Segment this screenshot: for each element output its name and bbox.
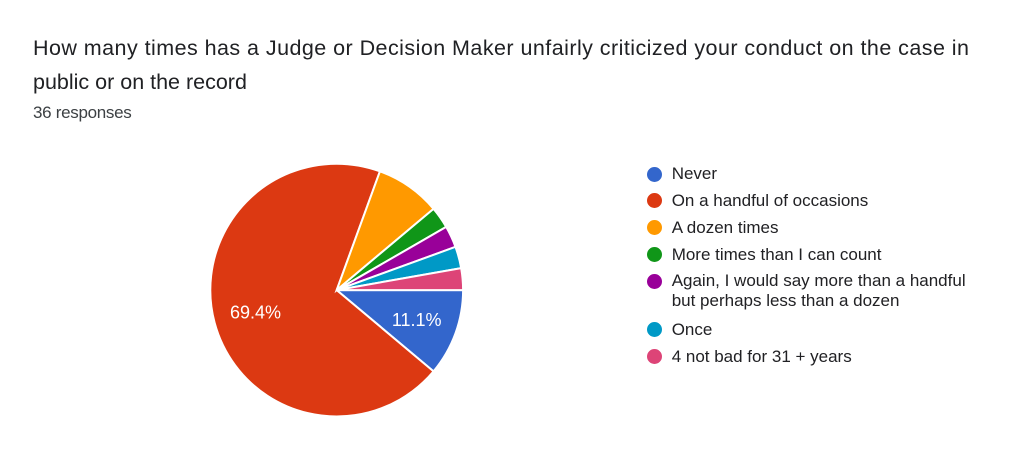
svg-text:69.4%: 69.4% [230, 303, 281, 323]
svg-text:11.1%: 11.1% [392, 310, 442, 330]
